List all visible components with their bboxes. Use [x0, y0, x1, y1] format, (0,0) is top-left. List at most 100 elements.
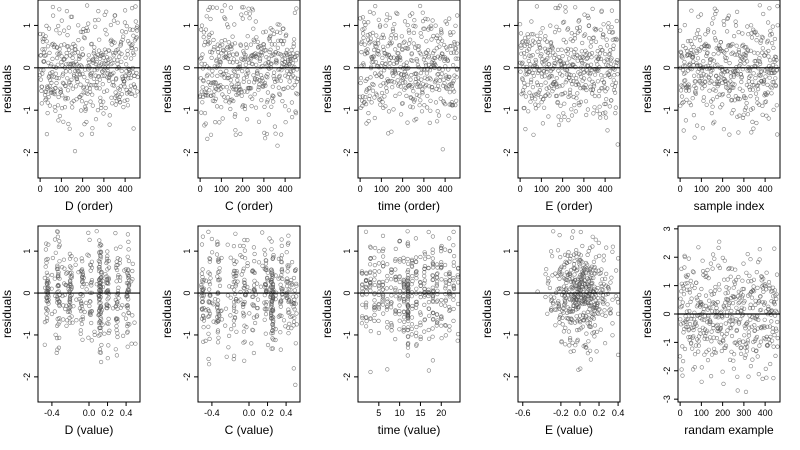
point — [114, 279, 119, 284]
point — [262, 317, 267, 322]
point — [69, 77, 74, 82]
point — [239, 5, 245, 10]
point — [100, 52, 106, 58]
point — [231, 300, 237, 305]
point — [432, 48, 437, 54]
point — [727, 43, 733, 49]
point — [52, 276, 57, 281]
point — [686, 82, 691, 87]
point — [65, 88, 71, 93]
point — [707, 335, 713, 340]
point — [231, 57, 236, 62]
point — [380, 233, 386, 238]
point — [435, 298, 440, 303]
point — [217, 120, 222, 125]
point — [104, 32, 109, 37]
point — [215, 340, 221, 345]
point — [366, 86, 371, 91]
point — [736, 130, 741, 135]
point — [530, 42, 535, 47]
y-tick-label: 0 — [502, 291, 512, 296]
y-tick-label: 0 — [22, 65, 32, 70]
point — [689, 8, 694, 13]
point — [78, 63, 83, 68]
point — [602, 341, 608, 346]
point — [592, 93, 598, 99]
point — [745, 252, 750, 257]
point — [265, 75, 270, 80]
point — [418, 254, 423, 260]
point — [279, 132, 284, 137]
point — [60, 80, 66, 85]
y-tick-label: -1 — [662, 106, 672, 114]
point — [732, 281, 738, 286]
point — [92, 82, 97, 88]
point — [401, 80, 406, 85]
point — [520, 39, 526, 44]
point — [208, 16, 213, 22]
point — [56, 118, 61, 123]
point — [447, 324, 452, 329]
point — [68, 62, 73, 67]
point — [411, 30, 417, 36]
point — [94, 229, 99, 234]
point — [444, 21, 450, 26]
point — [398, 55, 403, 61]
point — [377, 269, 382, 274]
point — [437, 44, 442, 49]
point — [395, 11, 400, 16]
point — [430, 88, 435, 93]
point — [119, 29, 125, 34]
point — [232, 261, 237, 267]
point — [610, 29, 616, 35]
point — [42, 47, 47, 52]
point — [545, 311, 550, 316]
point — [97, 56, 103, 61]
point — [243, 256, 248, 261]
point — [717, 287, 722, 292]
point — [410, 105, 415, 110]
point — [111, 18, 116, 23]
point — [435, 109, 440, 114]
point — [125, 48, 130, 53]
point — [218, 60, 223, 65]
point — [84, 85, 89, 90]
point — [381, 81, 386, 86]
point — [403, 80, 408, 85]
point — [383, 104, 388, 109]
point — [728, 43, 734, 48]
point — [86, 57, 91, 62]
point — [208, 132, 214, 137]
point — [241, 103, 246, 108]
point — [763, 74, 768, 79]
point — [224, 68, 229, 74]
point — [604, 37, 609, 42]
point — [408, 95, 414, 101]
point — [521, 90, 526, 95]
point — [710, 104, 715, 109]
point — [50, 56, 55, 62]
point — [231, 323, 237, 328]
point — [555, 99, 560, 105]
point — [737, 340, 742, 345]
point — [728, 274, 733, 279]
point — [547, 93, 552, 98]
point — [393, 267, 398, 272]
point — [47, 73, 52, 79]
point — [596, 240, 601, 245]
point — [753, 75, 758, 81]
point — [748, 48, 753, 53]
point — [696, 14, 701, 19]
point — [731, 107, 736, 113]
point — [209, 30, 214, 35]
point — [678, 296, 683, 301]
point — [591, 35, 596, 40]
point — [211, 47, 216, 52]
point — [373, 4, 378, 9]
y-tick-label: 1 — [182, 23, 192, 28]
point — [756, 372, 761, 377]
x-tick-label: 300 — [736, 184, 751, 194]
point — [402, 39, 407, 44]
point — [135, 24, 140, 29]
point — [440, 38, 445, 43]
